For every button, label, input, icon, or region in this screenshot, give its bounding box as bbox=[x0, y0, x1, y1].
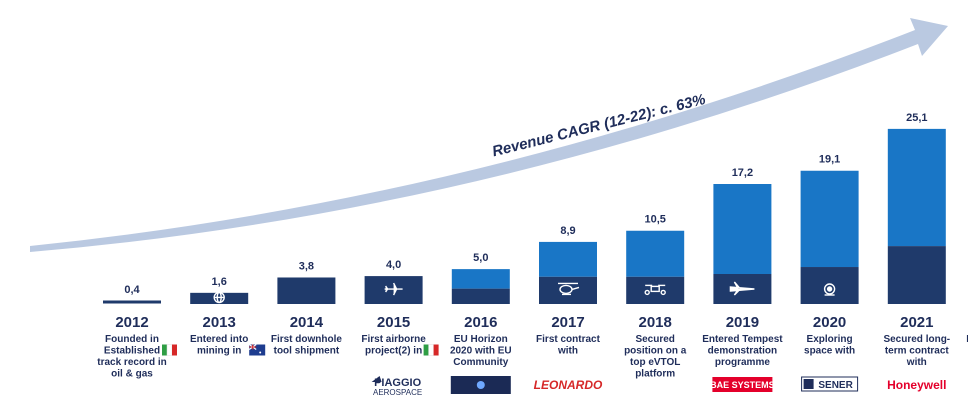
milestone-2015-line-1: First airborne bbox=[361, 334, 426, 345]
milestone-2018-line-1: Secured bbox=[635, 334, 674, 345]
milestone-2017-line-2: with bbox=[557, 346, 578, 357]
year-label-2014: 2014 bbox=[290, 314, 324, 331]
milestone-2014-line-1: First downhole bbox=[271, 334, 343, 345]
bar-lower-2013 bbox=[190, 292, 249, 304]
value-label-2018: 10,5 bbox=[644, 214, 665, 226]
bar-upper-2021 bbox=[887, 128, 946, 247]
year-label-2020: 2020 bbox=[813, 314, 846, 331]
year-label-2021: 2021 bbox=[900, 314, 933, 331]
horizon-logo-glow bbox=[476, 381, 485, 389]
year-label-2015: 2015 bbox=[377, 314, 410, 331]
year-label-2019: 2019 bbox=[726, 314, 759, 331]
bae-logo-bg bbox=[712, 377, 773, 392]
milestone-2021-line-3: with bbox=[906, 357, 927, 368]
bar-lower-2016 bbox=[451, 288, 510, 304]
milestone-2019-line-1: Entered Tempest bbox=[702, 334, 783, 345]
bar-lower-2014 bbox=[277, 277, 336, 304]
year-label-2012: 2012 bbox=[115, 314, 148, 331]
italy-flag-icon bbox=[162, 344, 177, 356]
satellite-icon bbox=[823, 283, 836, 296]
bar-upper-2018 bbox=[626, 230, 685, 277]
globe-icon bbox=[213, 291, 225, 304]
year-label-2017: 2017 bbox=[551, 314, 584, 331]
bar-lower-2021 bbox=[887, 246, 946, 304]
milestone-2012-line-1: Founded in bbox=[105, 334, 159, 345]
value-label-2013: 1,6 bbox=[212, 276, 227, 288]
year-label-2018: 2018 bbox=[639, 314, 672, 331]
milestone-2019-line-2: demonstration bbox=[708, 346, 777, 357]
year-label-2016: 2016 bbox=[464, 314, 497, 331]
value-label-2021: 25,1 bbox=[906, 112, 927, 124]
helicopter-icon bbox=[558, 282, 580, 296]
piaggio-logo-sub: AEROSPACE bbox=[373, 388, 422, 397]
milestone-2012-line-4: oil & gas bbox=[111, 369, 153, 380]
sener-logo-mark bbox=[803, 379, 814, 389]
milestone-2018-line-3: top eVTOL bbox=[630, 357, 680, 368]
bar-upper-2019 bbox=[713, 184, 772, 274]
bars-layer bbox=[103, 128, 946, 304]
value-label-2015: 4,0 bbox=[386, 259, 401, 271]
bar-lower-2017 bbox=[539, 276, 597, 304]
milestone-2016-line-3: Community bbox=[453, 357, 508, 368]
milestone-2021-line-2: term contract bbox=[885, 346, 950, 357]
milestone-2013-line-1: Entered into bbox=[190, 334, 248, 345]
milestone-2019-line-3: programme bbox=[715, 357, 770, 368]
bae-logo: BAE SYSTEMS bbox=[710, 380, 775, 390]
italy-flag-icon bbox=[423, 344, 439, 356]
drone-icon bbox=[644, 284, 666, 296]
bar-upper-2016 bbox=[451, 269, 510, 289]
bar-lower-2018 bbox=[626, 276, 685, 304]
value-label-2014: 3,8 bbox=[299, 260, 314, 272]
honeywell-logo: Honeywell bbox=[887, 378, 946, 392]
milestone-2013-line-2: mining in bbox=[197, 346, 241, 357]
bar-upper-2020 bbox=[800, 170, 859, 268]
milestone-2022-line-1: IPO EURONEXT bbox=[966, 334, 968, 345]
sener-logo-bg bbox=[801, 376, 859, 392]
airplane-icon bbox=[384, 282, 403, 296]
leonardo-logo: LEONARDO bbox=[534, 378, 603, 392]
value-label-2019: 17,2 bbox=[732, 167, 753, 179]
milestone-2015-line-2: project(2) in bbox=[365, 346, 422, 357]
milestone-2018-line-4: platform bbox=[635, 369, 675, 380]
value-label-2016: 5,0 bbox=[473, 252, 488, 264]
australia-flag-icon bbox=[248, 344, 266, 356]
value-label-2012: 0,4 bbox=[124, 284, 140, 296]
jet-icon bbox=[729, 281, 755, 296]
piaggio-logo-text: PIAGGIO bbox=[374, 377, 422, 389]
value-label-2017: 8,9 bbox=[560, 225, 575, 237]
milestone-2018-line-2: position on a bbox=[624, 346, 687, 357]
milestone-2020-line-2: space with bbox=[804, 346, 855, 357]
milestone-2012-line-3: track record in bbox=[97, 357, 166, 368]
bar-upper-2017 bbox=[539, 241, 597, 277]
bar-lower-2020 bbox=[800, 267, 859, 304]
milestone-2016-line-1: EU Horizon bbox=[454, 334, 508, 345]
milestone-2012-line-2: Established bbox=[104, 346, 160, 357]
milestone-2014-line-2: tool shipment bbox=[274, 346, 340, 357]
milestone-2021-line-1: Secured long- bbox=[883, 334, 950, 345]
milestone-2016-line-2: 2020 with EU bbox=[450, 346, 512, 357]
milestone-2020-line-1: Exploring bbox=[807, 334, 853, 345]
value-label-2020: 19,1 bbox=[819, 154, 840, 166]
milestone-2017-line-1: First contract bbox=[536, 334, 601, 345]
sener-logo: SENER bbox=[818, 380, 853, 391]
year-label-2013: 2013 bbox=[203, 314, 236, 331]
